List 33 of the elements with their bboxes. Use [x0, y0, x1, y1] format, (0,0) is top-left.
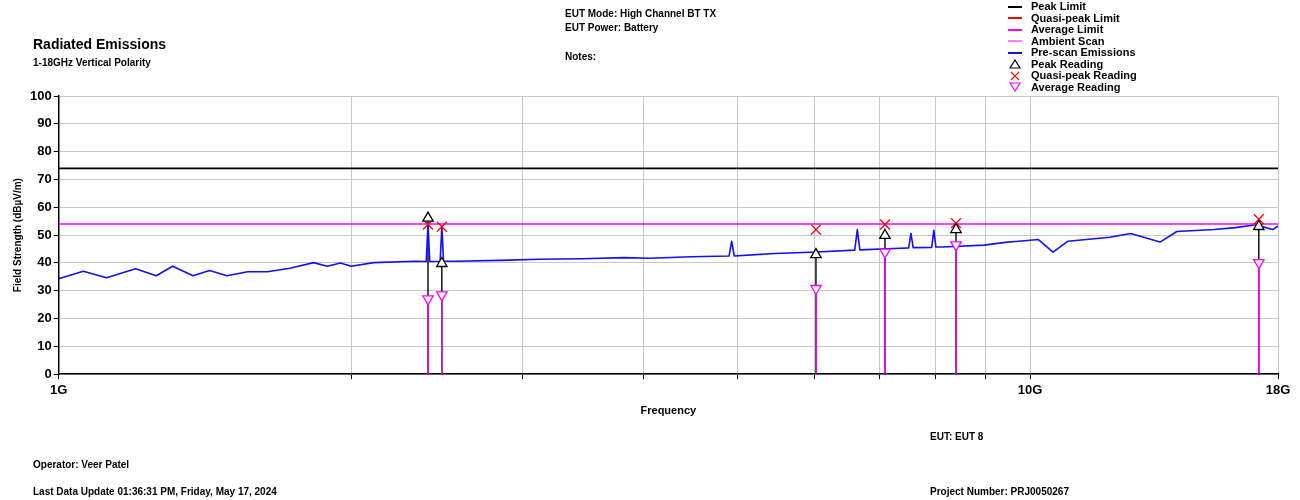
chart-subtitle: 1-18GHz Vertical Polarity — [33, 57, 151, 68]
text: EUT: EUT 8 — [930, 431, 984, 442]
legend-label: Pre-scan Emissions — [1031, 46, 1136, 59]
x-tick-label: 1G — [50, 381, 68, 397]
legend-label: Quasi-peak Reading — [1031, 69, 1137, 82]
legend-label: Peak Reading — [1031, 57, 1104, 70]
text: EUT Mode: High Channel BT TX — [565, 8, 717, 19]
x-tick-label: 10G — [1017, 381, 1043, 397]
text: Project Number: PRJ0050267 — [930, 486, 1069, 497]
y-tick-label: 70 — [37, 171, 52, 187]
legend-label: Average Limit — [1031, 23, 1104, 36]
x-tick-label: 18G — [1265, 381, 1291, 397]
legend-label: Average Reading — [1031, 80, 1121, 93]
legend-label: Peak Limit — [1031, 0, 1087, 13]
y-tick-label: 30 — [37, 282, 52, 298]
y-axis-title: Field Strength (dBµV/m) — [11, 178, 23, 293]
y-tick-label: 20 — [37, 310, 52, 326]
y-tick-label: 100 — [29, 87, 52, 103]
text: Notes: — [565, 51, 597, 62]
text: Operator: Veer Patel — [33, 459, 130, 470]
y-tick-label: 0 — [44, 365, 52, 381]
y-tick-label: 50 — [37, 226, 52, 242]
chart-title: Radiated Emissions — [33, 36, 167, 52]
y-tick-label: 80 — [37, 143, 52, 159]
y-tick-label: 90 — [37, 115, 52, 131]
x-axis-title: Frequency — [640, 404, 698, 417]
y-tick-label: 10 — [37, 337, 52, 353]
y-tick-label: 40 — [37, 254, 52, 270]
legend-label: Ambient Scan — [1031, 34, 1105, 47]
text: Last Data Update 01:36:31 PM, Friday, May 17, 2024 — [33, 486, 277, 497]
y-tick-label: 60 — [37, 198, 52, 214]
text: EUT Power: Battery — [565, 22, 659, 33]
legend-label: Quasi-peak Limit — [1031, 11, 1120, 24]
